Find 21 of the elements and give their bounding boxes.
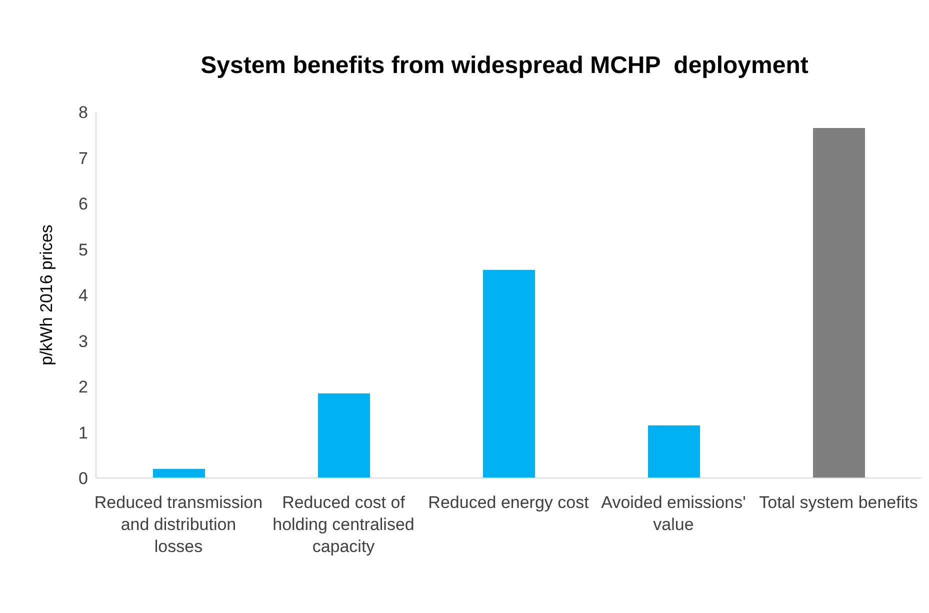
y-tick-label: 4 (78, 286, 88, 306)
y-tick-label: 0 (78, 469, 88, 488)
bar (153, 468, 205, 478)
y-axis-title: p/kWh 2016 prices (37, 224, 56, 366)
y-tick-label: 5 (78, 240, 88, 260)
x-tick-label: Reduced energy cost (428, 493, 590, 512)
bar (483, 270, 535, 478)
x-tick-label: Reduced transmission and distribution losses (94, 493, 263, 556)
bar (648, 425, 700, 478)
y-tick-label: 2 (78, 378, 88, 397)
bar (318, 393, 370, 478)
x-tick-label: Total system benefits (759, 493, 918, 512)
y-tick-label: 7 (78, 148, 88, 168)
bar (813, 128, 865, 478)
y-tick-label: 8 (78, 103, 88, 122)
x-tick-label: Reduced cost of holding centralised capacity (272, 493, 414, 556)
y-tick-label: 1 (78, 423, 88, 442)
y-tick-label: 6 (78, 194, 88, 214)
chart-title: System benefits from widespread MCHP deployment (200, 52, 810, 80)
x-tick-label: Avoided emissions' value (601, 493, 746, 534)
y-tick-label: 3 (78, 332, 88, 351)
